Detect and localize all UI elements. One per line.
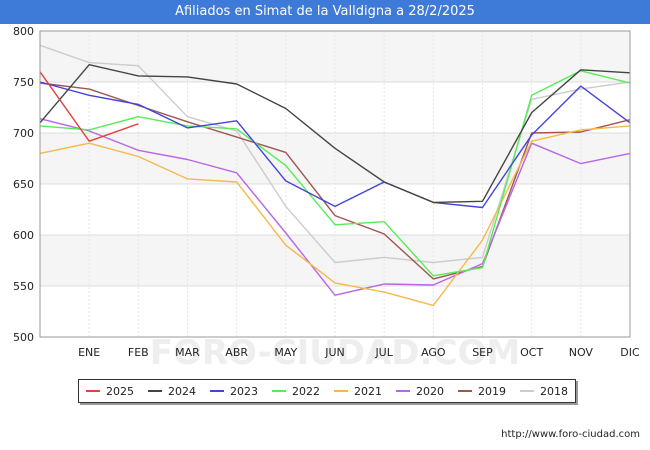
- y-tick-label: 650: [13, 178, 34, 191]
- y-axis-tick-labels: 500 550 600 650 700 750 800: [13, 25, 34, 344]
- legend-swatch: [334, 390, 348, 392]
- x-tick-label: JUL: [374, 346, 393, 359]
- legend-swatch: [86, 390, 100, 392]
- legend-label: 2018: [540, 384, 568, 398]
- series-line-2024: [39, 63, 631, 204]
- x-tick-label: OCT: [520, 346, 543, 359]
- series-line-2022: [39, 70, 631, 277]
- series-line-2023: [39, 81, 631, 209]
- legend-item-2021: 2021: [334, 385, 382, 398]
- watermark: FORO-CIUDAD.COM: [150, 333, 521, 373]
- legend-item-2019: 2019: [458, 385, 506, 398]
- x-tick-label: FEB: [128, 346, 149, 359]
- legend-item-2022: 2022: [272, 385, 320, 398]
- x-tick-label: MAR: [175, 346, 200, 359]
- legend-item-2023: 2023: [210, 385, 258, 398]
- series-line-2018: [39, 44, 631, 264]
- legend-label: 2024: [168, 384, 196, 398]
- legend-swatch: [520, 390, 534, 392]
- legend-swatch: [272, 390, 286, 392]
- series-line-2025: [39, 71, 139, 142]
- y-tick-label: 600: [13, 229, 34, 242]
- legend-swatch: [396, 390, 410, 392]
- series-line-2020: [39, 118, 631, 296]
- x-tick-label: AGO: [421, 346, 446, 359]
- legend-label: 2020: [416, 384, 444, 398]
- y-tick-label: 550: [13, 280, 34, 293]
- legend-item-2024: 2024: [148, 385, 196, 398]
- y-tick-label: 700: [13, 127, 34, 140]
- x-tick-label: ABR: [225, 346, 248, 359]
- chart-title: Afiliados en Simat de la Valldigna a 28/…: [0, 0, 650, 24]
- x-tick-label: SEP: [472, 346, 493, 359]
- x-tick-label: ENE: [78, 346, 100, 359]
- legend-label: 2023: [230, 384, 258, 398]
- legend-label: 2021: [354, 384, 382, 398]
- series-line-2019: [39, 82, 631, 280]
- legend-item-2018: 2018: [520, 385, 568, 398]
- x-tick-label: DIC: [620, 346, 640, 359]
- legend-swatch: [148, 390, 162, 392]
- y-tick-label: 750: [13, 76, 34, 89]
- legend-label: 2019: [478, 384, 506, 398]
- legend-item-2025: 2025: [86, 385, 134, 398]
- plot-frame: [39, 30, 631, 338]
- x-tick-label: MAY: [274, 346, 297, 359]
- x-tick-label: JUN: [324, 346, 345, 359]
- series-line-2021: [39, 125, 631, 307]
- legend-label: 2025: [106, 384, 134, 398]
- y-tick-label: 800: [13, 25, 34, 38]
- legend-swatch: [210, 390, 224, 392]
- legend: 2025 2024 2023 2022 2021 2020 2019 2018: [78, 379, 576, 403]
- legend-item-2020: 2020: [396, 385, 444, 398]
- series-lines: [39, 44, 631, 307]
- x-tick-label: NOV: [569, 346, 594, 359]
- legend-label: 2022: [292, 384, 320, 398]
- y-tick-label: 500: [13, 331, 34, 344]
- source-credit: http://www.foro-ciudad.com: [501, 429, 640, 440]
- x-axis-tick-labels: ENE FEB MAR ABR MAY JUN JUL AGO SEP OCT NOV DIC: [78, 346, 640, 359]
- legend-swatch: [458, 390, 472, 392]
